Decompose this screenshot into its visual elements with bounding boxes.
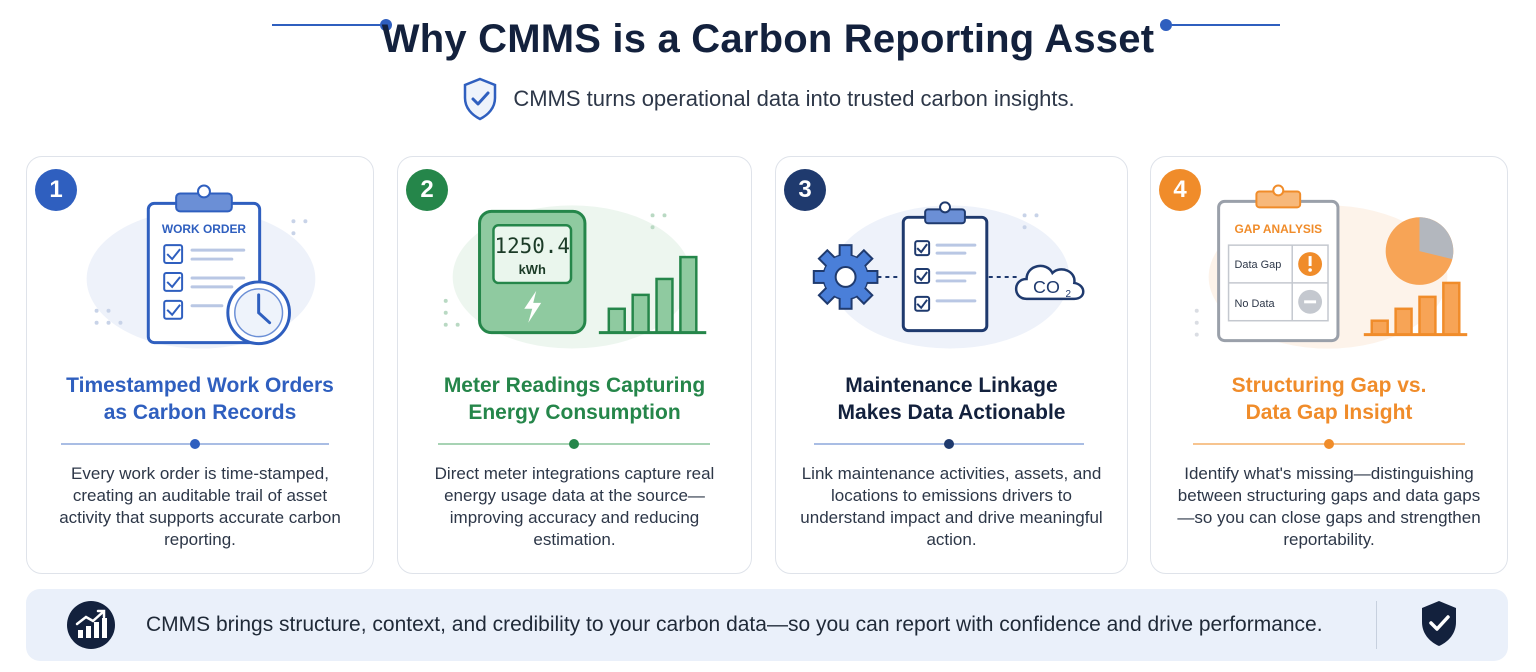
subtitle-row: CMMS turns operational data into trusted… bbox=[0, 76, 1536, 122]
card-title: Timestamped Work Orders as Carbon Record… bbox=[66, 374, 334, 424]
growth-chart-icon bbox=[67, 601, 115, 649]
card-body: Direct meter integrations capture real e… bbox=[434, 464, 715, 549]
card-body: Every work order is time-stamped, creati… bbox=[59, 464, 341, 549]
card-number-badge: 2 bbox=[406, 169, 448, 211]
page-title: Why CMMS is a Carbon Reporting Asset bbox=[381, 16, 1155, 61]
card-number-badge: 1 bbox=[35, 169, 77, 211]
card-body: Link maintenance activities, assets, and… bbox=[800, 464, 1103, 549]
title-line-left bbox=[272, 24, 380, 26]
work-order-label: WORK ORDER bbox=[162, 222, 247, 236]
card-body: Identify what's missing—distinguishing b… bbox=[1177, 464, 1481, 549]
footer-text: CMMS brings structure, context, and cred… bbox=[146, 613, 1323, 636]
title-line-right bbox=[1172, 24, 1280, 26]
shield-check-icon bbox=[464, 77, 497, 121]
meter-unit: kWh bbox=[519, 262, 546, 277]
card-maintenance-linkage: 3 bbox=[775, 156, 1128, 574]
shield-check-icon bbox=[1422, 601, 1456, 646]
gap-row-no-data: No Data bbox=[1235, 298, 1276, 310]
title-dot-left bbox=[380, 19, 392, 31]
gear-clipboard-cloud-icon: CO 2 bbox=[812, 201, 1085, 349]
card-work-orders: 1 WORK ORDER Timestamped Work Orders as … bbox=[26, 156, 374, 574]
title-dot-right bbox=[1160, 19, 1172, 31]
card-divider-dot bbox=[190, 439, 200, 449]
co2-label: CO bbox=[1033, 277, 1060, 297]
card-title: Maintenance Linkage Makes Data Actionabl… bbox=[837, 374, 1066, 424]
co2-subscript: 2 bbox=[1066, 289, 1072, 300]
card-title: Structuring Gap vs. Data Gap Insight bbox=[1231, 374, 1427, 424]
header: Why CMMS is a Carbon Reporting Asset bbox=[0, 14, 1536, 64]
card-title: Meter Readings Capturing Energy Consumpt… bbox=[443, 374, 706, 424]
meter-value: 1250.4 bbox=[495, 234, 570, 258]
clipboard-clock-icon: WORK ORDER bbox=[86, 184, 316, 349]
energy-meter-icon: 1250.4 kWh bbox=[443, 205, 707, 349]
card-divider-dot bbox=[944, 439, 954, 449]
card-number-badge: 3 bbox=[784, 169, 826, 211]
gap-row-data-gap: Data Gap bbox=[1235, 259, 1282, 271]
gap-analysis-icon: GAP ANALYSIS Data Gap No Data bbox=[1194, 184, 1468, 349]
page-subtitle: CMMS turns operational data into trusted… bbox=[513, 86, 1075, 111]
card-divider-dot bbox=[1324, 439, 1334, 449]
footer-banner: CMMS brings structure, context, and cred… bbox=[26, 589, 1508, 661]
footer-separator bbox=[1376, 601, 1377, 649]
card-divider-dot bbox=[569, 439, 579, 449]
card-number-badge: 4 bbox=[1159, 169, 1201, 211]
gap-analysis-label: GAP ANALYSIS bbox=[1234, 222, 1322, 236]
card-meter-readings: 2 1250.4 kWh Meter Readings Capturing En… bbox=[397, 156, 752, 574]
card-gap-insight: 4 GAP ANALYSIS Data Gap No Data Structur… bbox=[1150, 156, 1508, 574]
